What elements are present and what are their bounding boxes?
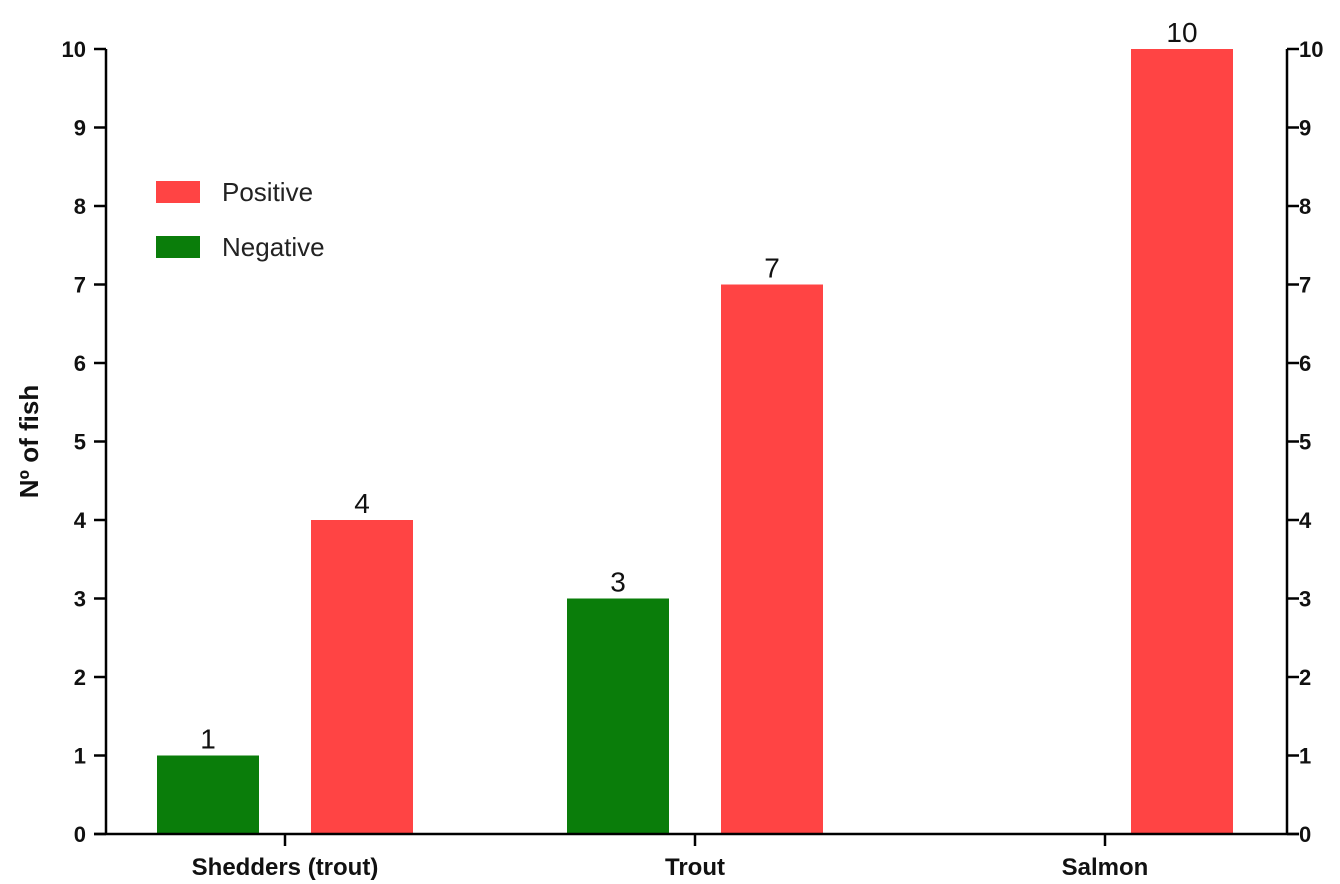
legend-label-positive: Positive xyxy=(222,177,313,207)
y-tick-label-right-6: 6 xyxy=(1299,351,1311,376)
y-tick-label-right-5: 5 xyxy=(1299,430,1311,455)
y-tick-label-right-2: 2 xyxy=(1299,665,1311,690)
bar-negative-0 xyxy=(157,755,259,834)
y-tick-label-left-8: 8 xyxy=(74,194,86,219)
y-tick-label-right-10: 10 xyxy=(1299,37,1323,62)
x-tick-label-0: Shedders (trout) xyxy=(192,854,379,881)
y-tick-label-right-1: 1 xyxy=(1299,744,1311,769)
data-label-0: 1 xyxy=(200,724,216,755)
y-tick-label-right-7: 7 xyxy=(1299,273,1311,298)
y-tick-label-left-10: 10 xyxy=(62,37,86,62)
y-tick-label-left-1: 1 xyxy=(74,744,86,769)
y-tick-label-left-4: 4 xyxy=(74,508,87,533)
axes-group: 0 0 1 1 2 2 3 3 4 4 5 5 6 6 7 7 8 8 9 9 10 10 Shedders (trout)… xyxy=(62,37,1324,881)
y-tick-label-right-3: 3 xyxy=(1299,587,1311,612)
bar-positive-1 xyxy=(721,284,823,834)
y-tick-label-left-7: 7 xyxy=(74,273,86,298)
y-axis-title: Nº of fish xyxy=(14,385,44,498)
data-label-2: 3 xyxy=(610,567,626,598)
y-tick-label-left-6: 6 xyxy=(74,351,86,376)
legend-swatch-positive xyxy=(156,181,200,203)
bar-positive-2 xyxy=(1131,49,1233,834)
legend: Positive Negative xyxy=(156,177,325,262)
data-label-1: 4 xyxy=(354,488,370,519)
y-tick-label-right-4: 4 xyxy=(1299,508,1312,533)
legend-swatch-negative xyxy=(156,236,200,258)
y-tick-label-right-0: 0 xyxy=(1299,822,1311,847)
y-tick-label-left-2: 2 xyxy=(74,665,86,690)
data-labels-group: 1 4 3 7 10 xyxy=(200,17,1197,755)
y-tick-label-left-0: 0 xyxy=(74,822,86,847)
y-tick-label-left-3: 3 xyxy=(74,587,86,612)
data-label-4: 10 xyxy=(1166,17,1197,48)
bar-positive-0 xyxy=(311,520,413,834)
y-tick-label-right-8: 8 xyxy=(1299,194,1311,219)
bar-negative-1 xyxy=(567,598,669,834)
bars-group xyxy=(157,49,1233,834)
y-tick-label-left-9: 9 xyxy=(74,116,86,141)
y-tick-label-right-9: 9 xyxy=(1299,116,1311,141)
y-tick-label-left-5: 5 xyxy=(74,430,86,455)
data-label-3: 7 xyxy=(764,253,780,284)
x-tick-label-1: Trout xyxy=(665,854,725,881)
x-tick-label-2: Salmon xyxy=(1062,854,1149,881)
legend-label-negative: Negative xyxy=(222,232,325,262)
